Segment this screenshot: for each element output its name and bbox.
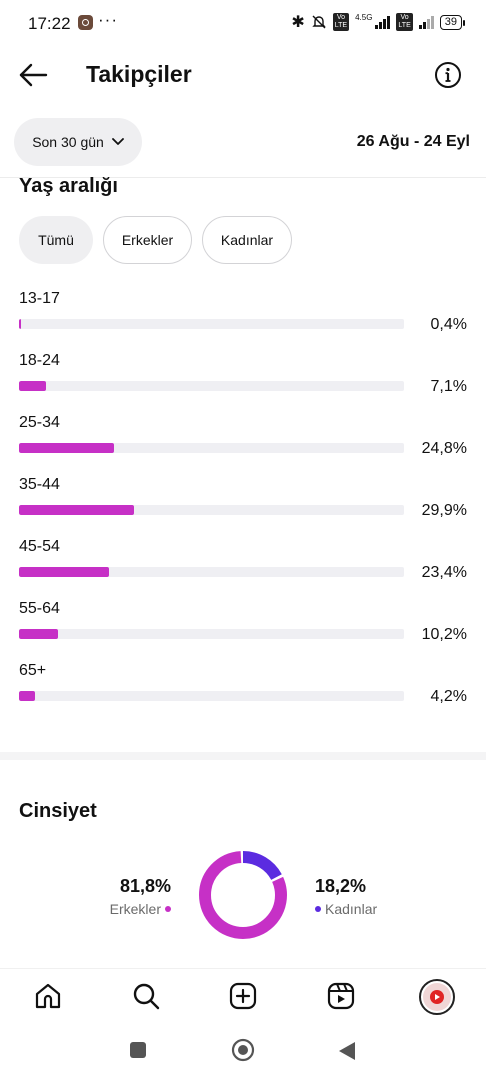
info-icon[interactable]: [434, 61, 462, 89]
tab-men[interactable]: Erkekler: [103, 216, 192, 264]
period-dropdown[interactable]: Son 30 gün: [14, 118, 142, 166]
age-percent: 23,4%: [421, 564, 467, 581]
age-bar-track: [19, 567, 404, 577]
search-icon[interactable]: [131, 981, 161, 1011]
age-label: 55-64: [19, 600, 60, 617]
age-row: 65+ 4,2%: [0, 662, 486, 724]
page-title: Takipçiler: [86, 61, 192, 87]
section-separator: [0, 752, 486, 760]
age-percent: 10,2%: [421, 626, 467, 643]
header-divider: [0, 177, 486, 178]
gender-donut-chart: [199, 851, 287, 939]
tab-all[interactable]: Tümü: [19, 216, 93, 264]
age-bar-fill: [19, 505, 135, 515]
network-type: 4.5G: [355, 12, 373, 22]
age-row: 13-17 0,4%: [0, 290, 486, 352]
bottom-navigation: [0, 968, 486, 1024]
age-percent: 4,2%: [430, 688, 467, 705]
age-percent: 0,4%: [430, 316, 467, 333]
men-percent: 81,8%: [119, 876, 171, 896]
age-bar-track: [19, 691, 404, 701]
recent-apps-icon[interactable]: [129, 1041, 147, 1059]
back-arrow-icon[interactable]: [18, 60, 48, 90]
volte-icon-2: Vo LTE: [396, 13, 413, 31]
age-bar-track: [19, 505, 404, 515]
period-label: Son 30 gün: [32, 134, 104, 150]
men-stat: 81,8% Erkekler: [110, 876, 171, 919]
gender-filter-tabs: Tümü Erkekler Kadınlar: [19, 216, 292, 264]
donut-segment-men: [199, 851, 287, 939]
age-bar-fill: [19, 381, 47, 391]
age-row: 35-44 29,9%: [0, 476, 486, 538]
battery-icon: 39: [439, 14, 466, 30]
date-range: 26 Ağu - 24 Eyl: [356, 133, 470, 150]
back-button-icon[interactable]: [338, 1041, 356, 1061]
age-row: 18-24 7,1%: [0, 352, 486, 414]
status-icons: ✱ Vo LTE 4.5G Vo LTE 39: [291, 12, 466, 32]
women-percent: 18,2%: [315, 876, 367, 896]
home-button-icon[interactable]: [231, 1038, 255, 1062]
chevron-down-icon: [111, 138, 124, 145]
women-legend: Kadınlar: [315, 901, 377, 917]
women-legend-dot: [315, 906, 321, 912]
create-icon[interactable]: [228, 981, 258, 1011]
age-percent: 7,1%: [430, 378, 467, 395]
age-range-title: Yaş aralığı: [19, 175, 118, 197]
men-legend: Erkekler: [110, 901, 171, 917]
age-label: 18-24: [19, 352, 60, 369]
women-label: Kadınlar: [325, 901, 378, 917]
age-percent: 29,9%: [421, 502, 467, 519]
age-row: 25-34 24,8%: [0, 414, 486, 476]
home-icon[interactable]: [33, 981, 63, 1011]
age-label: 45-54: [19, 538, 60, 555]
status-bar: 17:22 ··· ✱ Vo LTE 4.5G Vo LTE 39: [0, 0, 486, 48]
profile-avatar[interactable]: [419, 979, 455, 1015]
age-label: 13-17: [19, 290, 60, 307]
age-bar-fill: [19, 691, 36, 701]
age-bar-track: [19, 443, 404, 453]
men-legend-dot: [165, 906, 171, 912]
age-bar-fill: [19, 319, 21, 329]
age-bar-fill: [19, 629, 59, 639]
age-bar-track: [19, 319, 404, 329]
men-label: Erkekler: [109, 901, 161, 917]
age-label: 65+: [19, 662, 47, 679]
bluetooth-icon: ✱: [291, 14, 305, 31]
age-bar-track: [19, 629, 404, 639]
age-row: 45-54 23,4%: [0, 538, 486, 600]
signal-strength-icon: [375, 15, 391, 29]
donut-segment-women: [199, 851, 287, 939]
volte-icon: Vo LTE: [332, 13, 350, 31]
filter-row: Son 30 gün 26 Ağu - 24 Eyl: [0, 118, 486, 176]
age-row: 55-64 10,2%: [0, 600, 486, 662]
status-time: 17:22: [28, 14, 71, 33]
instagram-notification-icon: [78, 15, 93, 30]
more-notifications-indicator: ···: [98, 10, 118, 29]
mute-bell-icon: [312, 15, 326, 29]
avatar-image: [423, 983, 451, 1011]
age-bar-fill: [19, 443, 115, 453]
age-bar-fill: [19, 567, 110, 577]
system-navigation-bar: [0, 1026, 486, 1080]
gender-title: Cinsiyet: [19, 800, 97, 822]
age-label: 35-44: [19, 476, 60, 493]
play-logo-icon: [430, 990, 444, 1004]
signal-strength-icon-2: [418, 15, 434, 29]
age-label: 25-34: [19, 414, 60, 431]
reels-icon[interactable]: [326, 981, 356, 1011]
age-percent: 24,8%: [421, 440, 467, 457]
women-stat: 18,2% Kadınlar: [315, 876, 377, 917]
age-distribution-list: 13-17 0,4% 18-24 7,1% 25-34 24,8% 35-44 29,9% 45…: [0, 290, 486, 724]
tab-women[interactable]: Kadınlar: [202, 216, 292, 264]
age-bar-track: [19, 381, 404, 391]
app-header: Takipçiler: [0, 48, 486, 104]
